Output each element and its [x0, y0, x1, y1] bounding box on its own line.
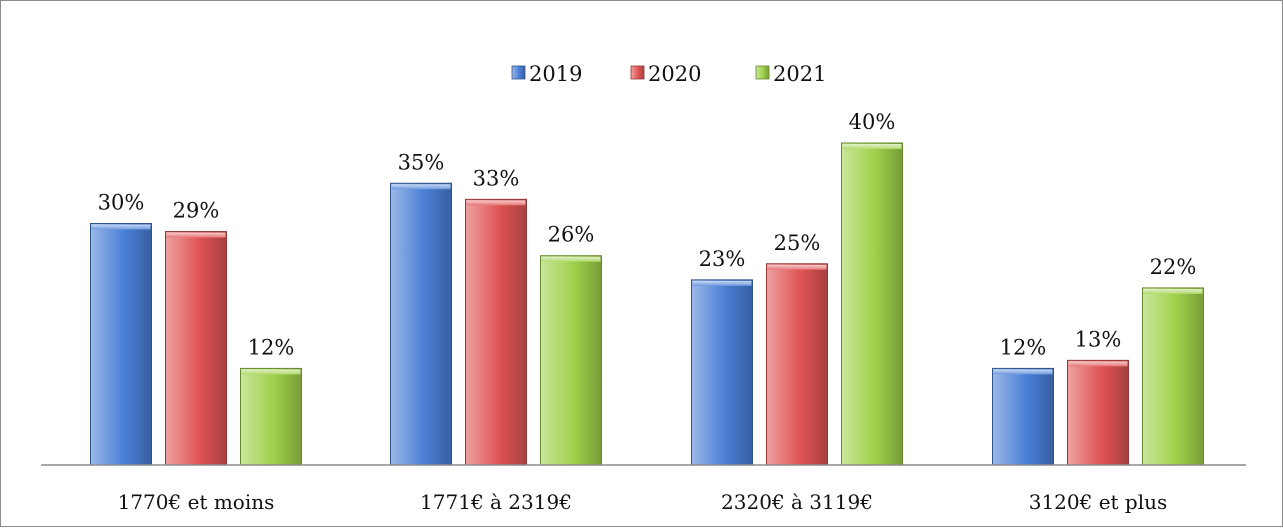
- data-label-2020-3: 25%: [774, 231, 821, 255]
- bar-2021-1: [240, 367, 302, 466]
- data-label-2019-4: 12%: [1000, 335, 1047, 359]
- data-label-2019-2: 35%: [398, 150, 445, 174]
- data-label-2019-3: 23%: [699, 247, 746, 271]
- bar-2021-4: [1142, 287, 1204, 466]
- legend-swatch-2019: [511, 65, 526, 80]
- x-tick-label: 3120€ et plus: [1029, 490, 1168, 514]
- bar-cap-2019-2: [391, 184, 451, 190]
- bar-2020-4: [1067, 359, 1129, 466]
- data-label-2020-4: 13%: [1075, 327, 1122, 351]
- bar-2020-1: [165, 231, 227, 466]
- bar-2019-1: [90, 223, 152, 466]
- data-label-2020-2: 33%: [473, 166, 520, 190]
- x-axis-ticks: 1770€ et moins 1771€ à 2319€ 2320€ à 3119€…: [118, 490, 1168, 514]
- legend: 2019 2020 2021: [511, 62, 826, 86]
- bar-cap-2020-2: [466, 200, 526, 206]
- bar-2020-2: [465, 198, 527, 466]
- data-label-2020-1: 29%: [173, 199, 220, 223]
- x-tick-label: 1770€ et moins: [118, 490, 275, 514]
- bar-2019-3: [691, 279, 753, 466]
- data-label-2019-1: 30%: [98, 191, 145, 215]
- bar-2020-3: [766, 263, 828, 466]
- bar-cap-2021-4: [1143, 288, 1203, 294]
- bars: 30% 29% 12% 35% 33% 26% 23% 25% 40% 12% 13% 22%: [90, 110, 1204, 466]
- bar-cap-2019-4: [993, 369, 1053, 375]
- x-tick-label: 2320€ à 3119€: [721, 490, 873, 514]
- bar-cap-2020-4: [1068, 361, 1128, 367]
- data-label-2021-2: 26%: [548, 223, 595, 247]
- bar-cap-2019-3: [692, 280, 752, 286]
- bar-2019-2: [390, 182, 452, 466]
- bar-2021-2: [540, 255, 602, 466]
- data-label-2021-1: 12%: [248, 335, 295, 359]
- bar-cap-2021-1: [241, 369, 301, 375]
- legend-label-2020: 2020: [648, 62, 701, 86]
- bar-cap-2020-1: [166, 232, 226, 238]
- data-label-2021-3: 40%: [849, 110, 896, 134]
- legend-swatch-2020: [630, 65, 645, 80]
- data-label-2021-4: 22%: [1150, 255, 1197, 279]
- bar-cap-2021-3: [842, 144, 902, 149]
- bar-cap-2019-1: [91, 224, 151, 230]
- legend-swatch-2021: [755, 65, 770, 80]
- bar-2021-3: [841, 142, 903, 466]
- bar-cap-2020-3: [767, 264, 827, 270]
- x-tick-label: 1771€ à 2319€: [420, 490, 572, 514]
- legend-label-2019: 2019: [529, 62, 582, 86]
- bar-cap-2021-2: [541, 256, 601, 262]
- bar-2019-4: [992, 367, 1054, 466]
- legend-label-2021: 2021: [773, 62, 826, 86]
